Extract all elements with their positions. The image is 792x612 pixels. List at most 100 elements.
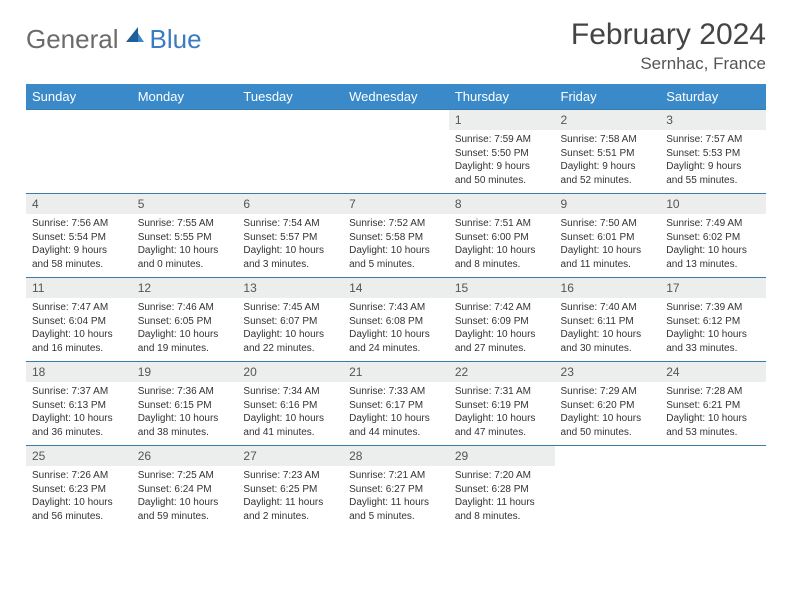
daylight-text: Daylight: 9 hours and 50 minutes. [455, 160, 549, 187]
sunrise-text: Sunrise: 7:58 AM [561, 133, 655, 147]
sunset-text: Sunset: 6:24 PM [138, 483, 232, 497]
sunset-text: Sunset: 5:55 PM [138, 231, 232, 245]
day-details: Sunrise: 7:45 AMSunset: 6:07 PMDaylight:… [237, 298, 343, 359]
sunrise-text: Sunrise: 7:39 AM [666, 301, 760, 315]
calendar-day: 5Sunrise: 7:55 AMSunset: 5:55 PMDaylight… [132, 194, 238, 278]
logo-sail-icon [124, 24, 146, 51]
day-number: 18 [26, 362, 132, 382]
calendar-day: 19Sunrise: 7:36 AMSunset: 6:15 PMDayligh… [132, 362, 238, 446]
daylight-text: Daylight: 11 hours and 8 minutes. [455, 496, 549, 523]
dayname-header: Tuesday [237, 84, 343, 110]
day-details: Sunrise: 7:49 AMSunset: 6:02 PMDaylight:… [660, 214, 766, 275]
daylight-text: Daylight: 10 hours and 30 minutes. [561, 328, 655, 355]
day-details: Sunrise: 7:57 AMSunset: 5:53 PMDaylight:… [660, 130, 766, 191]
sunrise-text: Sunrise: 7:34 AM [243, 385, 337, 399]
daylight-text: Daylight: 10 hours and 33 minutes. [666, 328, 760, 355]
sunrise-text: Sunrise: 7:47 AM [32, 301, 126, 315]
daylight-text: Daylight: 9 hours and 55 minutes. [666, 160, 760, 187]
day-number: 27 [237, 446, 343, 466]
calendar-day: 10Sunrise: 7:49 AMSunset: 6:02 PMDayligh… [660, 194, 766, 278]
calendar-day: 14Sunrise: 7:43 AMSunset: 6:08 PMDayligh… [343, 278, 449, 362]
day-number: 20 [237, 362, 343, 382]
day-number: 5 [132, 194, 238, 214]
sunset-text: Sunset: 6:09 PM [455, 315, 549, 329]
day-number: 6 [237, 194, 343, 214]
daylight-text: Daylight: 10 hours and 13 minutes. [666, 244, 760, 271]
day-number: 10 [660, 194, 766, 214]
day-number: 15 [449, 278, 555, 298]
day-details: Sunrise: 7:21 AMSunset: 6:27 PMDaylight:… [343, 466, 449, 527]
sunrise-text: Sunrise: 7:45 AM [243, 301, 337, 315]
daylight-text: Daylight: 9 hours and 52 minutes. [561, 160, 655, 187]
dayname-header: Thursday [449, 84, 555, 110]
day-number: 21 [343, 362, 449, 382]
sunset-text: Sunset: 6:28 PM [455, 483, 549, 497]
daylight-text: Daylight: 10 hours and 19 minutes. [138, 328, 232, 355]
sunset-text: Sunset: 6:25 PM [243, 483, 337, 497]
sunrise-text: Sunrise: 7:46 AM [138, 301, 232, 315]
dayname-header: Monday [132, 84, 238, 110]
daylight-text: Daylight: 10 hours and 8 minutes. [455, 244, 549, 271]
calendar-day: 21Sunrise: 7:33 AMSunset: 6:17 PMDayligh… [343, 362, 449, 446]
sunrise-text: Sunrise: 7:40 AM [561, 301, 655, 315]
sunrise-text: Sunrise: 7:33 AM [349, 385, 443, 399]
sunset-text: Sunset: 6:17 PM [349, 399, 443, 413]
logo-text-general: General [26, 24, 119, 55]
sunset-text: Sunset: 6:05 PM [138, 315, 232, 329]
day-number: 28 [343, 446, 449, 466]
sunrise-text: Sunrise: 7:50 AM [561, 217, 655, 231]
day-number: 16 [555, 278, 661, 298]
day-details: Sunrise: 7:56 AMSunset: 5:54 PMDaylight:… [26, 214, 132, 275]
sunrise-text: Sunrise: 7:23 AM [243, 469, 337, 483]
calendar-week: 11Sunrise: 7:47 AMSunset: 6:04 PMDayligh… [26, 278, 766, 362]
sunset-text: Sunset: 6:20 PM [561, 399, 655, 413]
sunset-text: Sunset: 6:16 PM [243, 399, 337, 413]
sunrise-text: Sunrise: 7:42 AM [455, 301, 549, 315]
sunrise-text: Sunrise: 7:57 AM [666, 133, 760, 147]
sunrise-text: Sunrise: 7:37 AM [32, 385, 126, 399]
day-details: Sunrise: 7:31 AMSunset: 6:19 PMDaylight:… [449, 382, 555, 443]
day-number: 8 [449, 194, 555, 214]
daylight-text: Daylight: 11 hours and 5 minutes. [349, 496, 443, 523]
day-details: Sunrise: 7:20 AMSunset: 6:28 PMDaylight:… [449, 466, 555, 527]
daylight-text: Daylight: 10 hours and 16 minutes. [32, 328, 126, 355]
day-details: Sunrise: 7:23 AMSunset: 6:25 PMDaylight:… [237, 466, 343, 527]
calendar-day: 9Sunrise: 7:50 AMSunset: 6:01 PMDaylight… [555, 194, 661, 278]
day-details: Sunrise: 7:59 AMSunset: 5:50 PMDaylight:… [449, 130, 555, 191]
sunset-text: Sunset: 6:00 PM [455, 231, 549, 245]
day-details: Sunrise: 7:54 AMSunset: 5:57 PMDaylight:… [237, 214, 343, 275]
sunset-text: Sunset: 6:19 PM [455, 399, 549, 413]
daylight-text: Daylight: 10 hours and 11 minutes. [561, 244, 655, 271]
sunset-text: Sunset: 6:11 PM [561, 315, 655, 329]
calendar-day: 25Sunrise: 7:26 AMSunset: 6:23 PMDayligh… [26, 446, 132, 530]
day-number: 23 [555, 362, 661, 382]
daylight-text: Daylight: 10 hours and 24 minutes. [349, 328, 443, 355]
day-number: 14 [343, 278, 449, 298]
calendar-day: 4Sunrise: 7:56 AMSunset: 5:54 PMDaylight… [26, 194, 132, 278]
calendar-table: SundayMondayTuesdayWednesdayThursdayFrid… [26, 84, 766, 530]
sunrise-text: Sunrise: 7:52 AM [349, 217, 443, 231]
sunset-text: Sunset: 5:53 PM [666, 147, 760, 161]
day-details: Sunrise: 7:33 AMSunset: 6:17 PMDaylight:… [343, 382, 449, 443]
day-details: Sunrise: 7:29 AMSunset: 6:20 PMDaylight:… [555, 382, 661, 443]
sunrise-text: Sunrise: 7:20 AM [455, 469, 549, 483]
daylight-text: Daylight: 10 hours and 50 minutes. [561, 412, 655, 439]
day-details: Sunrise: 7:51 AMSunset: 6:00 PMDaylight:… [449, 214, 555, 275]
calendar-day: 12Sunrise: 7:46 AMSunset: 6:05 PMDayligh… [132, 278, 238, 362]
daylight-text: Daylight: 10 hours and 36 minutes. [32, 412, 126, 439]
calendar-day: 6Sunrise: 7:54 AMSunset: 5:57 PMDaylight… [237, 194, 343, 278]
calendar-day-empty [237, 110, 343, 194]
daylight-text: Daylight: 10 hours and 27 minutes. [455, 328, 549, 355]
calendar-week: 18Sunrise: 7:37 AMSunset: 6:13 PMDayligh… [26, 362, 766, 446]
day-number: 19 [132, 362, 238, 382]
calendar-day: 8Sunrise: 7:51 AMSunset: 6:00 PMDaylight… [449, 194, 555, 278]
daylight-text: Daylight: 10 hours and 5 minutes. [349, 244, 443, 271]
day-details: Sunrise: 7:42 AMSunset: 6:09 PMDaylight:… [449, 298, 555, 359]
calendar-day: 26Sunrise: 7:25 AMSunset: 6:24 PMDayligh… [132, 446, 238, 530]
calendar-day: 16 Sunrise: 7:40 AMSunset: 6:11 PMDayligh… [555, 278, 661, 362]
month-title: February 2024 [571, 18, 766, 52]
daylight-text: Daylight: 10 hours and 41 minutes. [243, 412, 337, 439]
daylight-text: Daylight: 10 hours and 59 minutes. [138, 496, 232, 523]
calendar-day: 27Sunrise: 7:23 AMSunset: 6:25 PMDayligh… [237, 446, 343, 530]
daylight-text: Daylight: 10 hours and 38 minutes. [138, 412, 232, 439]
